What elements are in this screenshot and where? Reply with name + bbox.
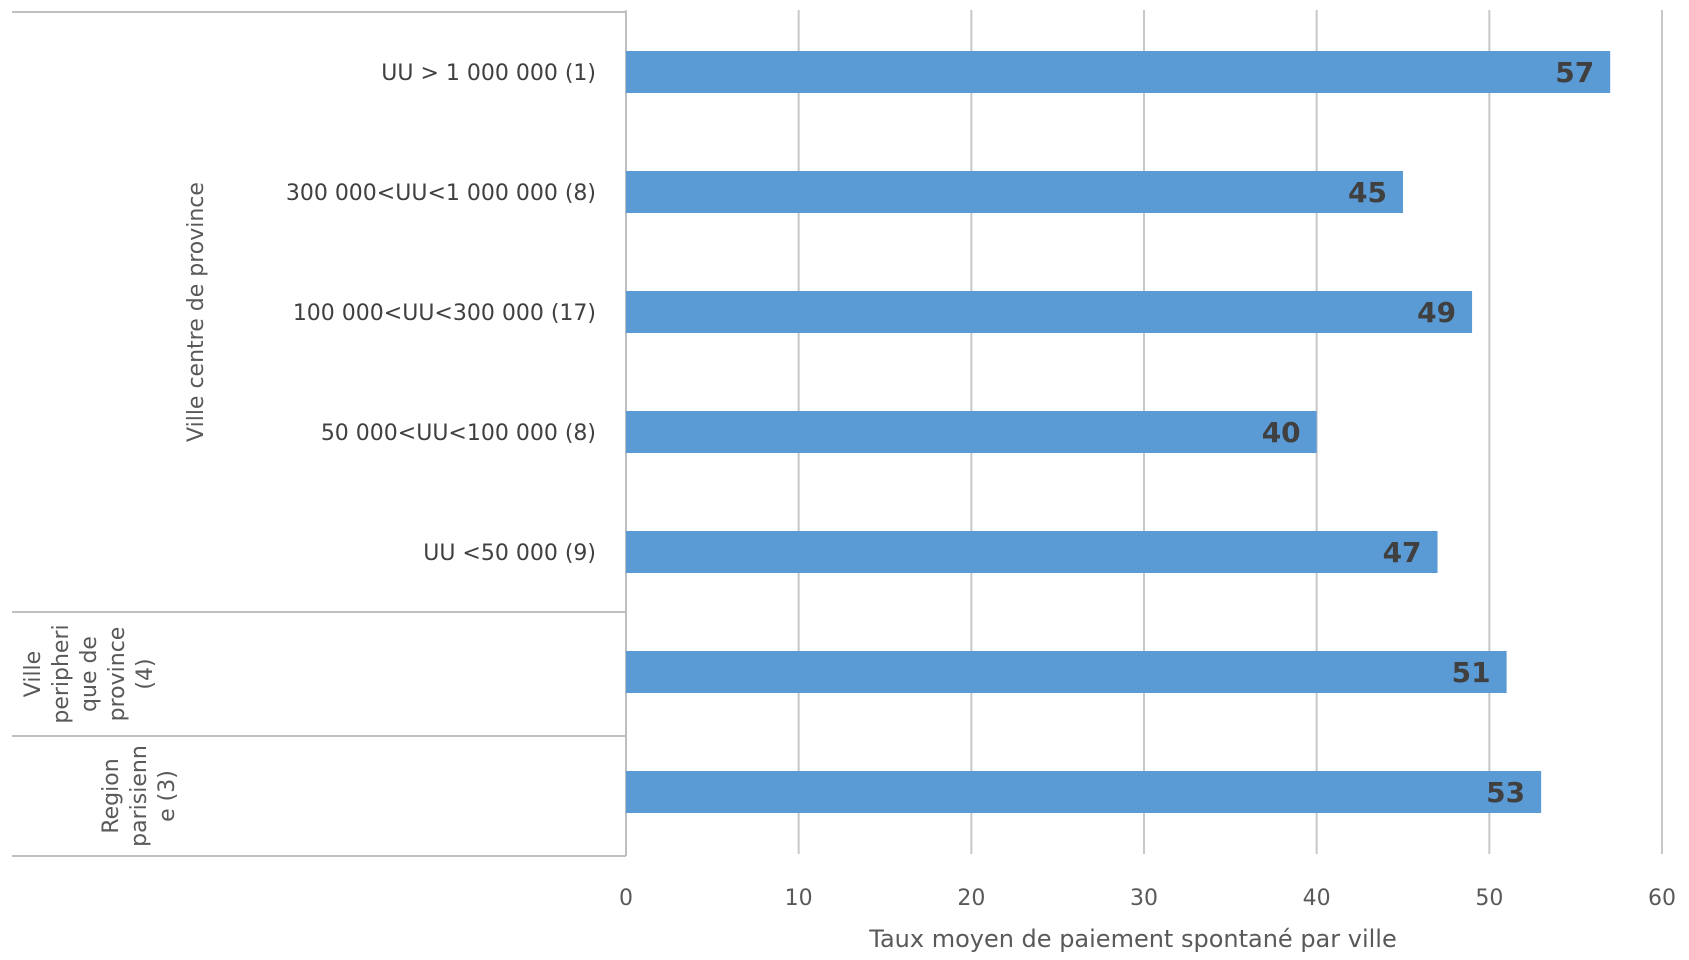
data-label: 40 <box>1262 416 1301 449</box>
bar <box>626 771 1542 813</box>
x-tick-label: 40 <box>1303 886 1331 911</box>
group-label: que de <box>77 636 102 712</box>
category-label: 100 000<UU<300 000 (17) <box>293 301 596 326</box>
data-label: 57 <box>1555 56 1594 89</box>
group-label: parisienn <box>127 745 152 847</box>
group-label: Region <box>99 758 124 833</box>
x-tick-label: 10 <box>785 886 813 911</box>
category-label: 300 000<UU<1 000 000 (8) <box>286 181 596 206</box>
bar <box>626 51 1611 93</box>
x-axis-title: Taux moyen de paiement spontané par vill… <box>868 925 1396 953</box>
x-tick-label: 60 <box>1648 886 1676 911</box>
category-label: UU <50 000 (9) <box>423 541 596 566</box>
group-label: e (3) <box>155 770 180 822</box>
bar <box>626 651 1507 693</box>
labels: 0 10 20 30 40 50 60 57 UU > 1 000 000 (1) 45 300 0… <box>21 56 1676 911</box>
x-tick-label: 30 <box>1130 886 1158 911</box>
data-label: 53 <box>1486 776 1525 809</box>
data-label: 51 <box>1452 656 1491 689</box>
group-label: (4) <box>133 658 158 689</box>
x-tick-label: 20 <box>957 886 985 911</box>
data-label: 49 <box>1417 296 1456 329</box>
bar <box>626 531 1438 573</box>
x-tick-label: 0 <box>619 886 633 911</box>
bars <box>626 51 1611 813</box>
group-label: Ville centre de province <box>184 182 209 442</box>
group-label: province <box>105 627 130 722</box>
data-label: 45 <box>1348 176 1387 209</box>
x-tick-label: 50 <box>1475 886 1503 911</box>
group-label: Ville <box>21 651 46 697</box>
bar <box>626 411 1317 453</box>
category-label: UU > 1 000 000 (1) <box>381 61 596 86</box>
bar <box>626 171 1403 213</box>
bar <box>626 291 1473 333</box>
group-label: peripheri <box>49 624 74 723</box>
data-label: 47 <box>1383 536 1422 569</box>
category-label: 50 000<UU<100 000 (8) <box>321 421 596 446</box>
